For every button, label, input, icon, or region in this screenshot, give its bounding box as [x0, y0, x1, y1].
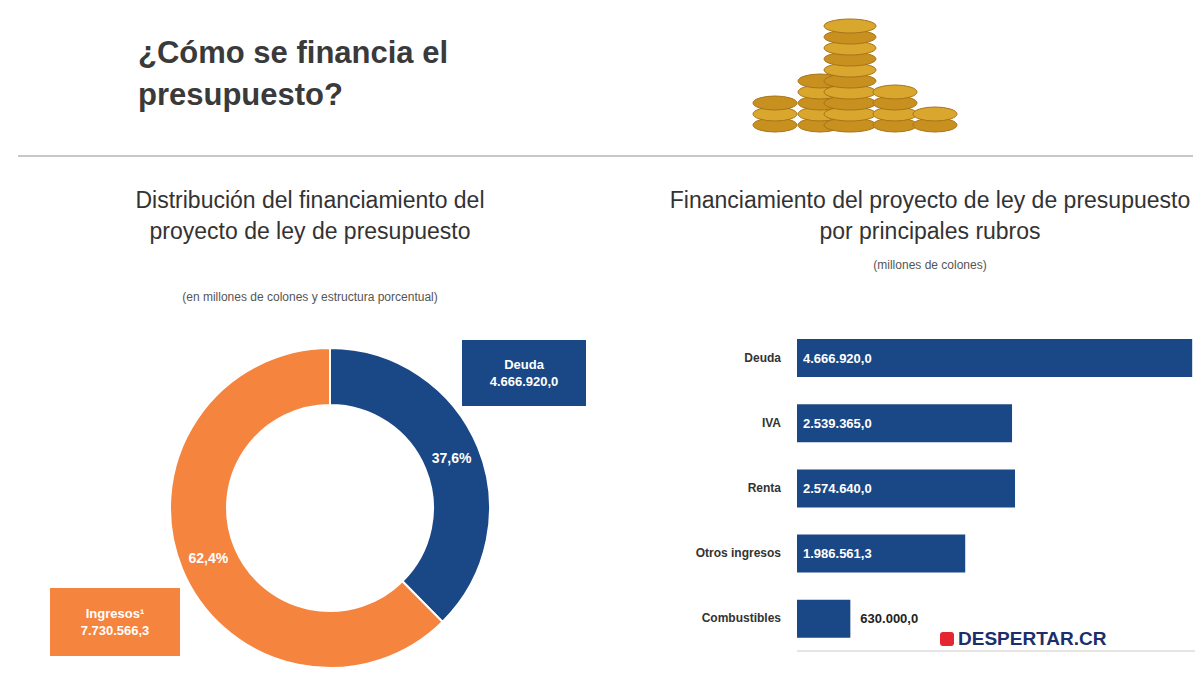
svg-text:Otros ingresos: Otros ingresos: [696, 546, 782, 560]
html-text:DESPERTAR.CR: DESPERTAR.CR: [958, 628, 1107, 649]
html-text:Ingresos¹: Ingresos¹: [85, 606, 145, 621]
html-text:¿Cómo se financia el presupues: ¿Cómo se financia el presupuesto?: [138, 35, 449, 112]
svg-text:1.986.561,3: 1.986.561,3: [803, 546, 872, 561]
svg-text:630.000,0: 630.000,0: [860, 611, 918, 626]
html-text:(en millones de colones y estr: (en millones de colones y estructura por…: [182, 290, 438, 304]
html-text:Deuda: Deuda: [504, 357, 544, 372]
svg-text:IVA: IVA: [762, 416, 781, 430]
html-text:4.666.920,0: 4.666.920,0: [489, 374, 559, 389]
svg-text:2.574.640,0: 2.574.640,0: [803, 481, 872, 496]
svg-text:4.666.920,0: 4.666.920,0: [803, 351, 872, 366]
svg-text:2.539.365,0: 2.539.365,0: [803, 416, 872, 431]
svg-text:Deuda: Deuda: [744, 351, 781, 365]
svg-text:37,6%: 37,6%: [432, 450, 472, 466]
html-text:Distribución del financiamient: Distribución del financiamiento del proy…: [135, 187, 485, 244]
svg-text:Renta: Renta: [748, 481, 782, 495]
html-text:(millones de colones): (millones de colones): [873, 258, 987, 272]
svg-text:Combustibles: Combustibles: [702, 611, 782, 625]
html-text:Financiamiento del proyecto de: Financiamiento del proyecto de ley de pr…: [669, 187, 1191, 244]
svg-text:62,4%: 62,4%: [189, 550, 229, 566]
html-text:7.730.566,3: 7.730.566,3: [80, 623, 150, 638]
